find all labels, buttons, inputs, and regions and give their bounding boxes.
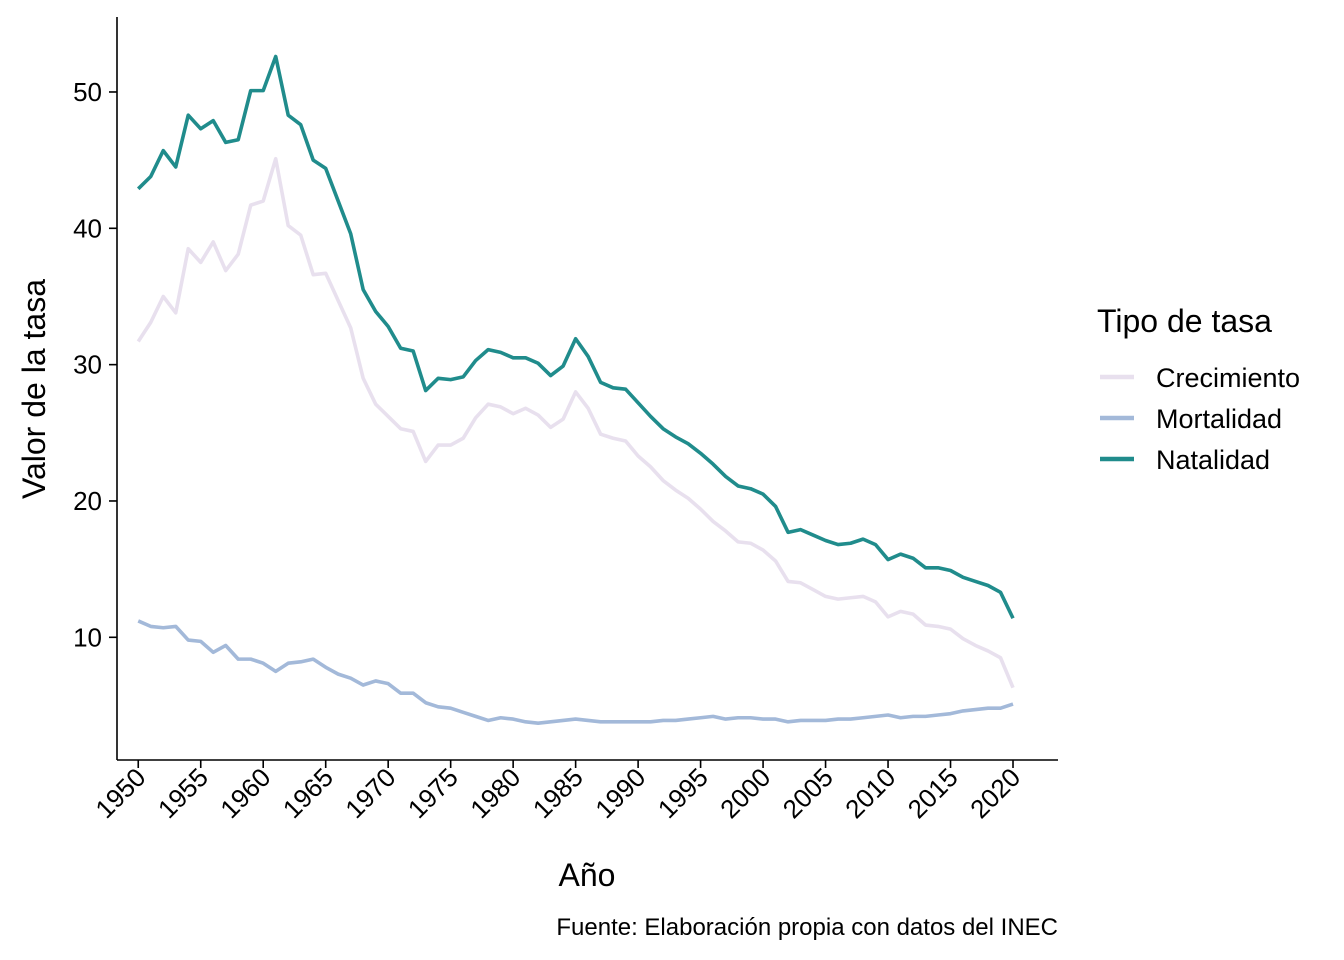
x-tick-label: 2015 (902, 762, 964, 824)
y-tick-label: 10 (73, 622, 102, 652)
legend: Tipo de tasa Crecimiento Mortalidad Natali… (1097, 303, 1300, 475)
series-line-mortalidad (137, 619, 1014, 725)
legend-title: Tipo de tasa (1097, 303, 1272, 339)
legend-label-mortalidad: Mortalidad (1156, 404, 1282, 434)
caption: Fuente: Elaboración propia con datos del… (556, 914, 1058, 941)
y-tick-label: 20 (73, 486, 102, 516)
x-axis: 1950 1955 1960 1965 1970 1975 1980 1985 1990 1995… (89, 759, 1058, 824)
x-tick-label: 1965 (277, 762, 339, 824)
x-axis-title: Año (559, 857, 616, 893)
legend-label-natalidad: Natalidad (1156, 445, 1270, 475)
x-tick-label: 1950 (89, 762, 151, 824)
series-line-crecimiento (136, 156, 1015, 689)
x-tick-label: 1955 (152, 762, 214, 824)
y-tick-label: 50 (73, 77, 102, 107)
plot-area (136, 54, 1015, 725)
x-tick-label: 2005 (777, 762, 839, 824)
y-axis-title: Valor de la tasa (16, 279, 52, 499)
x-tick-label: 2010 (839, 762, 901, 824)
y-tick-label: 40 (73, 213, 102, 243)
x-tick-label: 1985 (527, 762, 589, 824)
x-tick-label: 1960 (214, 762, 276, 824)
legend-label-crecimiento: Crecimiento (1156, 363, 1300, 393)
x-tick-label: 1980 (464, 762, 526, 824)
x-tick-label: 2000 (714, 762, 776, 824)
y-tick-label: 30 (73, 350, 102, 380)
x-tick-label: 1995 (652, 762, 714, 824)
x-tick-label: 1990 (589, 762, 651, 824)
series-layer (136, 54, 1015, 725)
y-axis: 10 20 30 40 50 (73, 17, 118, 760)
x-tick-label: 2020 (964, 762, 1026, 824)
x-tick-label: 1975 (402, 762, 464, 824)
series-line-natalidad (136, 54, 1015, 620)
x-tick-label: 1970 (339, 762, 401, 824)
